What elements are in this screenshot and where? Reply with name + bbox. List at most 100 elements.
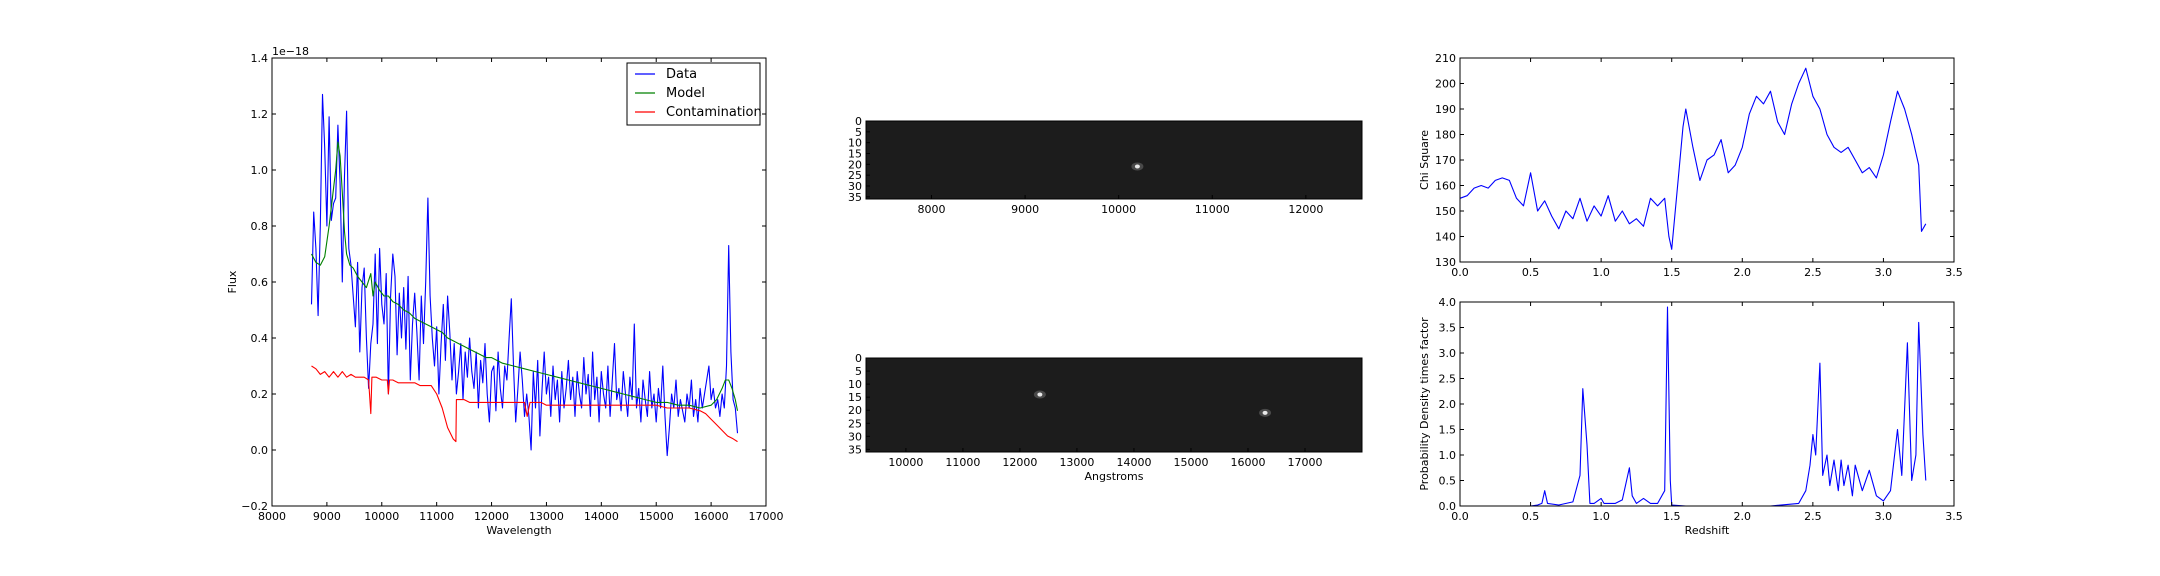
probability-density-ytick-label: 3.5 [1439,322,1457,335]
image-top-source-spot [1134,164,1140,169]
spectrum-xtick-label: 15000 [639,510,674,523]
image-top-ytick-label: 5 [855,126,862,139]
spectrum-xtick-label: 16000 [694,510,729,523]
probability-density-ytick-label: 2.5 [1439,373,1457,386]
image-top-frame [865,120,1363,200]
probability-density-ytick-label: 1.5 [1439,424,1457,437]
image-bottom-ytick-label: 0 [855,352,862,365]
probability-density-xtick-label: 1.5 [1663,510,1681,523]
spectrum-image-bottom: 10000 11000 12000 13000 14000 15000 16000 17000… [848,352,1363,483]
chi-square-xtick-label: 3.5 [1945,266,1963,279]
spectrum-ytick-label: 0.2 [251,388,269,401]
probability-density-ytick-label: 0.5 [1439,475,1457,488]
probability-density-ticks: 0.0 0.5 1.0 1.5 2.0 2.5 3.0 3.5 0.0 0.5 1.0 1.5 2.0 2… [1439,296,1963,523]
probability-density-xtick-label: 2.5 [1804,510,1822,523]
image-top-xtick-label: 11000 [1195,203,1230,216]
image-bottom-source-spot [1037,392,1043,397]
spectrum-offset-text: 1e−18 [272,45,309,58]
probability-density-ytick-label: 2.0 [1439,398,1457,411]
legend-box [626,62,761,126]
chi-square-xtick-label: 3.0 [1875,266,1893,279]
image-top-xtick-label: 8000 [918,203,946,216]
chi-square-ytick-label: 180 [1435,129,1456,142]
image-bottom-ytick-label: 5 [855,365,862,378]
chi-square-ytick-label: 150 [1435,205,1456,218]
spectrum-ytick-label: 1.4 [251,52,269,65]
image-bottom-ytick-label: 25 [848,417,862,430]
probability-density-ytick-label: 1.0 [1439,449,1457,462]
image-bottom-xtick-label: 15000 [1173,456,1208,469]
spectrum-xtick-label: 9000 [313,510,341,523]
probability-density-xtick-label: 3.0 [1875,510,1893,523]
spectrum-xtick-label: 8000 [258,510,286,523]
probability-density-ytick-label: 0.0 [1439,500,1457,513]
chi-square-ticks: 0.0 0.5 1.0 1.5 2.0 2.5 3.0 3.5 130 140 150 160 170 1… [1435,52,1963,279]
spectrum-series-line-contamination [311,365,738,443]
chi-square-xtick-label: 2.5 [1804,266,1822,279]
spectrum-series-line-model [311,141,739,411]
image-top-ytick-label: 15 [848,148,862,161]
chi-square-chart: 0.0 0.5 1.0 1.5 2.0 2.5 3.0 3.5 130 140 150 160 170 1… [1418,52,1963,279]
image-bottom-ytick-label: 30 [848,430,862,443]
spectrum-series-line-data [310,93,739,457]
legend-label-data: Data [666,67,697,82]
chi-square-xtick-label: 0.0 [1451,266,1469,279]
chi-square-xtick-label: 0.5 [1522,266,1540,279]
chi-square-xtick-label: 1.0 [1592,266,1610,279]
spectrum-xtick-label: 13000 [529,510,564,523]
image-bottom-xtick-label: 16000 [1230,456,1265,469]
image-bottom-xtick-label: 17000 [1287,456,1322,469]
spectrum-ytick-label: 0.8 [251,220,269,233]
image-bottom-ytick-label: 10 [848,378,862,391]
spectrum-series [310,93,739,457]
spectrum-ytick-label: 0.0 [251,444,269,457]
image-bottom-source-spot [1262,410,1268,415]
probability-density-xtick-label: 0.0 [1451,510,1469,523]
chi-square-ylabel: Chi Square [1418,130,1431,190]
probability-density-chart: 0.0 0.5 1.0 1.5 2.0 2.5 3.0 3.5 0.0 0.5 1.0 1.5 2.0 2… [1418,296,1963,537]
image-bottom-xtick-label: 11000 [945,456,980,469]
spectrum-ytick-label: 1.2 [251,108,269,121]
chi-square-series-line-0 [1459,67,1927,250]
spectrum-chart: 8000 9000 10000 11000 12000 13000 14000 15000 16… [226,45,784,537]
image-bottom-xlabel: Angstroms [1085,470,1144,483]
spectrum-xtick-label: 10000 [364,510,399,523]
spectrum-ylabel: Flux [226,270,239,293]
spectrum-ytick-label: 0.4 [251,332,269,345]
probability-density-xtick-label: 0.5 [1522,510,1540,523]
legend-label-model: Model [666,86,705,101]
image-bottom-background [866,358,1362,452]
image-bottom-ytick-label: 35 [848,443,862,456]
image-bottom-ytick-label: 15 [848,391,862,404]
image-top-ytick-label: 35 [848,191,862,204]
image-bottom-xtick-label: 10000 [888,456,923,469]
spectrum-ytick-label: −0.2 [241,500,268,513]
spectrum-xtick-label: 11000 [419,510,454,523]
spectrum-xtick-label: 17000 [749,510,784,523]
chi-square-ytick-label: 200 [1435,78,1456,91]
chi-square-ytick-label: 160 [1435,180,1456,193]
probability-density-xtick-label: 1.0 [1592,510,1610,523]
legend-label-contamination: Contamination [666,105,762,120]
chi-square-xtick-label: 1.5 [1663,266,1681,279]
chi-square-xtick-label: 2.0 [1734,266,1752,279]
chi-square-ytick-label: 190 [1435,103,1456,116]
chi-square-ytick-label: 210 [1435,52,1456,65]
chi-square-ytick-label: 170 [1435,154,1456,167]
spectrum-ytick-label: 0.6 [251,276,269,289]
image-top-ytick-label: 10 [848,137,862,150]
image-bottom-ytick-label: 20 [848,404,862,417]
chi-square-ytick-label: 140 [1435,231,1456,244]
spectrum-xtick-label: 12000 [474,510,509,523]
image-top-ytick-label: 25 [848,169,862,182]
probability-density-ytick-label: 3.0 [1439,347,1457,360]
image-bottom-xtick-label: 12000 [1002,456,1037,469]
image-top-sources [1131,162,1144,171]
image-top-xtick-label: 9000 [1011,203,1039,216]
chi-square-series [1459,67,1927,250]
spectrum-ytick-label: 1.0 [251,164,269,177]
image-bottom-sources [1033,390,1272,417]
